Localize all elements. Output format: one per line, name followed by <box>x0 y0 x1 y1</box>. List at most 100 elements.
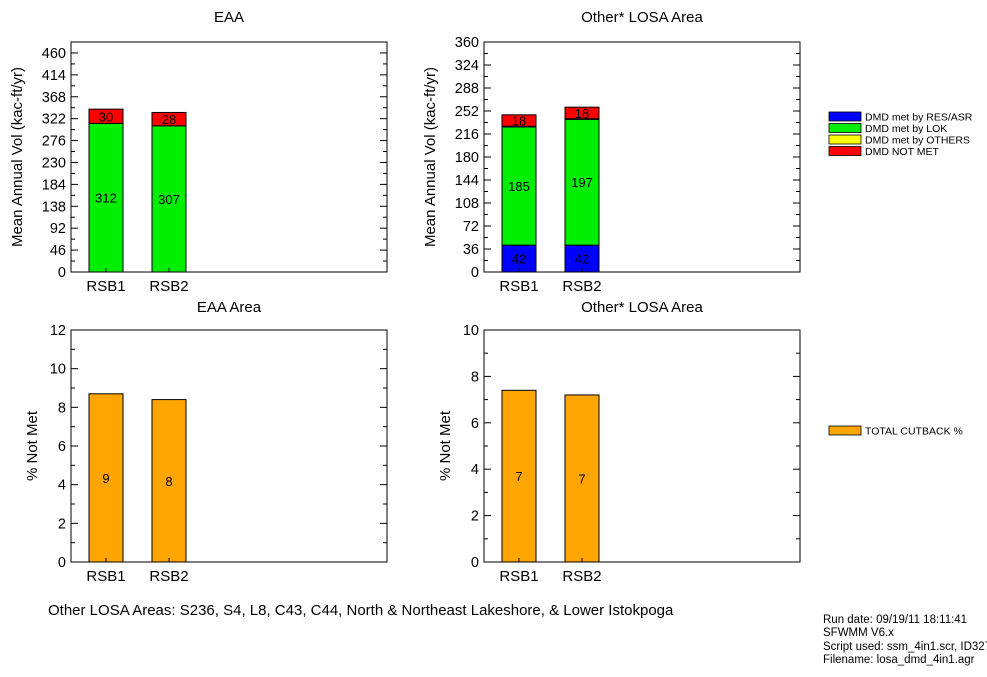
bar-value-label: 28 <box>162 112 176 127</box>
y-axis-label: Mean Annual Vol (kac-ft/yr) <box>422 67 439 247</box>
x-tick-label: RSB1 <box>86 568 125 585</box>
y-tick-label: 460 <box>42 46 66 62</box>
y-tick-label: 276 <box>42 134 66 150</box>
model-version: SFWMM V6.x <box>823 627 894 640</box>
y-tick-label: 2 <box>471 509 479 525</box>
y-tick-label: 10 <box>463 323 479 339</box>
chart-panel-4: Other* LOSA Area % Not Met 0 2 4 6 8 10 7 RSB1 7 RS… <box>437 299 801 585</box>
bar-value-label: 8 <box>165 474 172 489</box>
bar-rsb1-dmd-met-by-lok <box>501 126 537 246</box>
y-tick-label: 108 <box>455 196 479 212</box>
legend-swatch <box>828 146 862 156</box>
y-tick-label: 4 <box>58 478 66 494</box>
bar-rsb1-dmd-not-met <box>88 108 124 124</box>
y-tick-label: 252 <box>455 104 479 120</box>
y-tick-label: 288 <box>455 81 479 97</box>
run-info: Run date: 09/19/11 18:11:41 SFWMM V6.x S… <box>823 614 987 668</box>
chart-title: Other* LOSA Area <box>581 299 703 316</box>
bar-value-label: 312 <box>95 191 117 206</box>
legend-label: DMD met by OTHERS <box>865 135 970 147</box>
bar-rsb2-dmd-not-met <box>151 111 187 127</box>
y-tick-label: 72 <box>463 219 479 235</box>
x-tick-label: RSB2 <box>562 568 601 585</box>
y-axis-label: % Not Met <box>24 410 41 481</box>
x-tick-label: RSB2 <box>562 278 601 295</box>
legend-bottom: TOTAL CUTBACK % <box>828 425 963 438</box>
bar-rsb2-dmd-not-met <box>564 106 600 120</box>
filename: Filename: losa_dmd_4in1.agr <box>823 654 975 667</box>
y-tick-label: 10 <box>50 362 66 378</box>
y-tick-label: 230 <box>42 155 66 171</box>
bar-value-label: 30 <box>99 109 113 124</box>
y-tick-label: 0 <box>471 265 479 281</box>
y-tick-label: 322 <box>42 112 66 128</box>
legend-label: DMD met by RES/ASR <box>865 112 973 124</box>
legend-swatch <box>828 123 862 133</box>
y-tick-label: 46 <box>50 243 66 259</box>
bar-rsb1-dmd-not-met <box>501 114 537 127</box>
y-tick-label: 360 <box>455 35 479 51</box>
plot-frame <box>483 41 801 273</box>
x-tick-label: RSB2 <box>149 278 188 295</box>
y-tick-label: 36 <box>463 242 479 258</box>
bar-rsb1-dmd-met-by-res-asr <box>501 244 537 273</box>
y-tick-label: 144 <box>455 173 479 189</box>
y-axis-label: Mean Annual Vol (kac-ft/yr) <box>9 67 26 247</box>
bar-rsb2-dmd-met-by-lok <box>151 125 187 273</box>
legend-label: TOTAL CUTBACK % <box>865 426 963 438</box>
y-tick-label: 6 <box>471 416 479 432</box>
chart-title: EAA <box>214 9 244 26</box>
legend-label: DMD NOT MET <box>865 146 939 158</box>
bar-rsb2-total-cutback- <box>564 394 600 563</box>
plot-frame <box>70 329 388 563</box>
bar-value-label: 42 <box>512 252 526 267</box>
bar-value-label: 7 <box>578 471 585 486</box>
run-date: Run date: 09/19/11 18:11:41 <box>823 614 968 626</box>
footnote: Other LOSA Areas: S236, S4, L8, C43, C44… <box>48 602 674 619</box>
y-tick-label: 414 <box>42 68 66 84</box>
legend-swatch <box>828 134 862 145</box>
y-axis-label: % Not Met <box>437 410 454 481</box>
chart-title: Other* LOSA Area <box>581 9 703 26</box>
bar-value-label: 18 <box>512 114 526 129</box>
y-tick-label: 4 <box>471 462 479 478</box>
chart-panel-1: EAA Mean Annual Vol (kac-ft/yr) 0 46 92 138 18… <box>9 9 388 295</box>
bar-value-label: 307 <box>158 192 180 207</box>
y-tick-label: 12 <box>50 323 66 339</box>
x-tick-label: RSB1 <box>499 568 538 585</box>
y-tick-label: 8 <box>58 400 66 416</box>
y-tick-label: 184 <box>42 177 66 193</box>
y-tick-label: 180 <box>455 150 479 166</box>
plot-frame <box>483 329 801 563</box>
bar-value-label: 42 <box>575 252 589 267</box>
bar-value-label: 18 <box>575 106 589 121</box>
y-tick-label: 138 <box>42 199 66 215</box>
legend-swatch <box>828 111 862 122</box>
bar-rsb1-total-cutback- <box>501 389 537 563</box>
y-tick-label: 0 <box>58 265 66 281</box>
bar-value-label: 7 <box>515 469 522 484</box>
y-tick-label: 216 <box>455 127 479 143</box>
y-tick-label: 2 <box>58 516 66 532</box>
y-tick-label: 92 <box>50 221 66 237</box>
chart-panel-3: EAA Area % Not Met 0 2 4 6 8 10 12 9 RSB1 8 RSB2 <box>24 299 388 585</box>
chart-panel-2: Other* LOSA Area Mean Annual Vol (kac-ft/… <box>422 9 801 295</box>
bar-value-label: 185 <box>508 179 530 194</box>
legend-swatch <box>828 425 862 436</box>
chart-title: EAA Area <box>197 299 262 316</box>
bar-value-label: 9 <box>102 471 109 486</box>
x-tick-label: RSB1 <box>499 278 538 295</box>
y-tick-label: 6 <box>58 439 66 455</box>
plot-frame <box>70 41 388 273</box>
bar-rsb1-total-cutback- <box>88 393 124 563</box>
y-tick-label: 8 <box>471 369 479 385</box>
y-tick-label: 324 <box>455 58 479 74</box>
script-used: Script used: ssm_4in1.scr, ID327 <box>823 640 987 653</box>
bar-value-label: 197 <box>571 175 593 190</box>
x-tick-label: RSB1 <box>86 278 125 295</box>
y-tick-label: 0 <box>58 555 66 571</box>
x-tick-label: RSB2 <box>149 568 188 585</box>
y-tick-label: 0 <box>471 555 479 571</box>
